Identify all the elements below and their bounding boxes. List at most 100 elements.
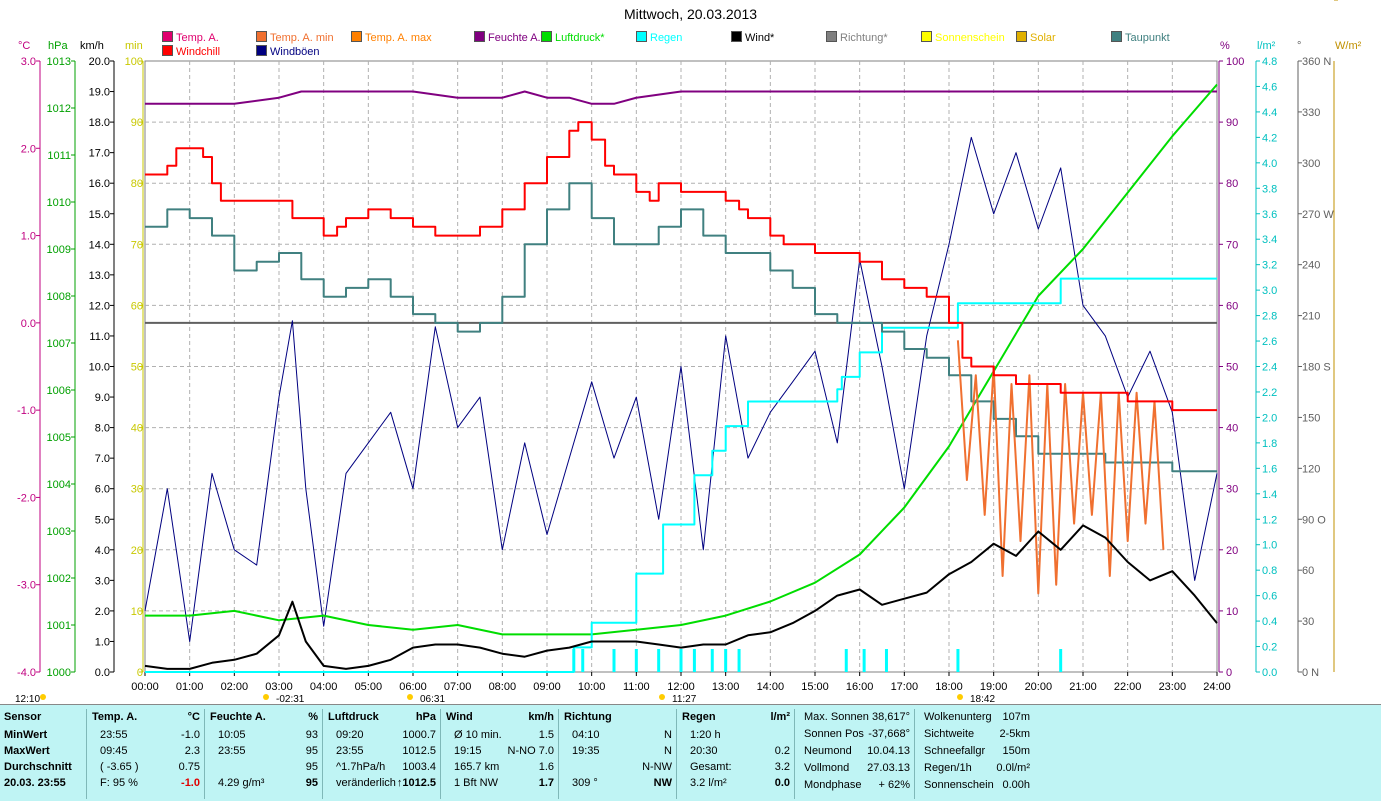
x-tick-label: 15:00: [801, 681, 829, 693]
legend-label: Wind*: [745, 32, 775, 44]
sun-mark-label: 06:31: [420, 694, 445, 704]
axis-lm2-label: 1.2: [1262, 514, 1277, 526]
legend-item: Temp. A. min: [256, 31, 334, 44]
axis-temp-label: -4.0: [17, 667, 36, 679]
regen-row-value: 3.2: [774, 761, 790, 773]
axis-min-label: 20: [131, 545, 143, 557]
feuchte-row: 95: [210, 761, 318, 777]
axis-temp-label: 2.0: [21, 143, 36, 155]
axis-lm2-label: 3.2: [1262, 260, 1277, 272]
misc-row: Sichtweite 2-5km: [920, 728, 1030, 744]
astro-row: Max. Sonnen 38,617°: [800, 711, 910, 727]
astro-row: Vollmond 27.03.13: [800, 762, 910, 778]
x-tick-label: 16:00: [846, 681, 874, 693]
regen-row-value: 0.0: [774, 777, 790, 789]
x-axis: 00:00 01:00 02:00 03:00 04:00 05:00 06:00 07:00…: [131, 672, 1231, 693]
regen-row: 3.2 l/m² 0.0: [682, 777, 790, 793]
astro-row: Sonnen Pos -37,668°: [800, 728, 910, 744]
legend-swatch: [162, 45, 173, 56]
x-tick-label: 21:00: [1069, 681, 1097, 693]
axis-temp-label: -1.0: [17, 405, 36, 417]
luftdruck-row-label: 09:20: [336, 729, 364, 741]
axis-kmh-label: 18.0: [89, 117, 110, 129]
axis-min-label: 90: [131, 117, 143, 129]
sun-mark-label: 11:27: [672, 694, 697, 704]
temp-row: ( -3.65 ) 0.75: [92, 761, 200, 777]
axis-temp-label: 1.0: [21, 231, 36, 243]
axis-pct-label: 80: [1226, 178, 1238, 190]
legend-label: Temp. A.: [176, 32, 219, 44]
axis-temp-label: -3.0: [17, 580, 36, 592]
feuchte-row-value: 95: [305, 745, 318, 757]
axis-hpa-label: 1002: [47, 573, 71, 585]
axis-lm2-label: 4.4: [1262, 107, 1277, 119]
axis-hpa-label: 1000: [47, 667, 71, 679]
legend-item: Richtung*: [826, 31, 888, 44]
legend-item: Solar: [1016, 31, 1056, 44]
legend-label: Taupunkt: [1125, 32, 1170, 44]
x-tick-label: 05:00: [355, 681, 383, 693]
legend-item: Luftdruck*: [541, 31, 605, 44]
axis-pct-label: 50: [1226, 362, 1238, 374]
wind-row: 165.7 km 1.6: [446, 761, 554, 777]
axis-deg-label: 210: [1302, 311, 1320, 323]
astro-row-value: 27.03.13: [867, 762, 910, 774]
misc-row-label: Sichtweite: [924, 728, 975, 740]
axis-unit-pct: %: [1220, 40, 1230, 52]
axis-min-label: 10: [131, 606, 143, 618]
legend-swatch: [162, 31, 173, 42]
axis-kmh-label: 14.0: [89, 239, 110, 251]
grid: [145, 61, 1217, 672]
legend-label: Solar: [1030, 32, 1056, 44]
sun-mark-label: 12:10: [15, 694, 40, 704]
temp-row-label: ( -3.65 ): [100, 761, 139, 773]
left-axes: °C hPa km/h min 3.0 2.0 1.0 0.0 -1.0 -2.0 -3.0 -4.0…: [17, 40, 144, 679]
series-taupunkt: [145, 182, 1217, 473]
axis-lm2-label: 2.6: [1262, 336, 1277, 348]
axis-lm2-label: 0.0: [1262, 667, 1277, 679]
axis-deg-label: 300: [1302, 158, 1320, 170]
legend-item: Windböen: [256, 45, 320, 58]
right-axes: % l/m² ° W/m²10090807060504030201004.84.64.…: [1218, 0, 1362, 679]
axis-unit-wm2: W/m²: [1335, 40, 1362, 52]
sun-icon: [40, 694, 46, 700]
axis-hpa-label: 1010: [47, 197, 71, 209]
richtung-row-label: 309 °: [572, 777, 598, 789]
axis-hpa-label: 1004: [47, 479, 71, 491]
regen-unit: l/m²: [770, 711, 790, 723]
wind-row-value: 1.7: [538, 777, 554, 789]
axis-min-label: 40: [131, 423, 143, 435]
axis-wm2-label: 0: [1338, 0, 1344, 3]
feuchte-header-label: Feuchte A.: [210, 711, 266, 723]
legend-swatch: [1016, 31, 1027, 42]
misc-row-label: Sonnenschein: [924, 779, 994, 791]
feuchte-unit: %: [308, 711, 318, 723]
legend-label: Richtung*: [840, 32, 888, 44]
x-tick-label: 23:00: [1159, 681, 1187, 693]
axis-unit-temp: °C: [18, 40, 30, 52]
temp-header-label: Temp. A.: [92, 711, 138, 723]
axis-min-label: 60: [131, 300, 143, 312]
luftdruck-header: Luftdruck hPa: [328, 711, 436, 727]
feuchte-row: 23:55 95: [210, 745, 318, 761]
legend-swatch: [474, 31, 485, 42]
regen-row-label: 3.2 l/m²: [690, 777, 727, 789]
wind-row: 19:15 N-NO 7.0: [446, 745, 554, 761]
axis-hpa-label: 1001: [47, 620, 71, 632]
axis-min-label: 100: [125, 56, 143, 68]
wind-row-value: 1.5: [538, 729, 554, 741]
luftdruck-row: 09:20 1000.7: [328, 729, 436, 745]
regen-row: Gesamt: 3.2: [682, 761, 790, 777]
panel-label-max: MaxWert: [4, 745, 50, 757]
temp-row-label: 09:45: [100, 745, 128, 757]
astro-row-value: 38,617°: [871, 711, 910, 723]
axis-hpa-label: 1009: [47, 244, 71, 256]
series-wind: [144, 524, 1218, 670]
legend-label: Feuchte A.*: [488, 32, 545, 44]
axis-kmh-label: 19.0: [89, 87, 110, 99]
luftdruck-row: ^1.7hPa/h 1003.4: [328, 761, 436, 777]
legend-item: Taupunkt: [1111, 31, 1170, 44]
wind-row: Ø 10 min. 1.5: [446, 729, 554, 745]
axis-min-label: 0: [137, 667, 143, 679]
richtung-header-label: Richtung: [564, 711, 612, 723]
